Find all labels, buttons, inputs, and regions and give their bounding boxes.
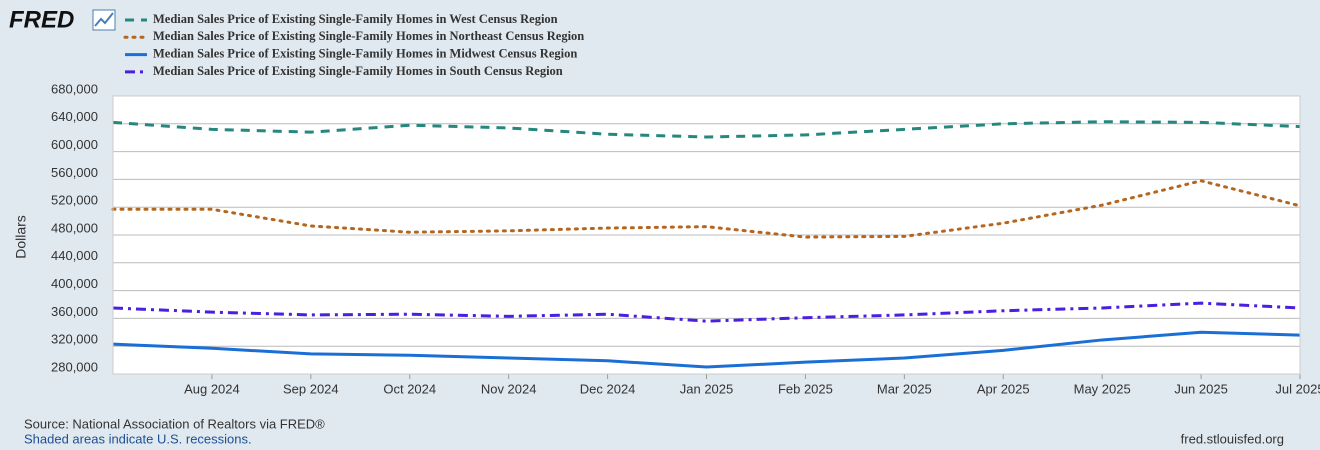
series-line bbox=[112, 301, 1301, 323]
x-tick-label: Dec 2024 bbox=[580, 381, 636, 396]
y-tick-label: 280,000 bbox=[51, 359, 98, 374]
x-tick-label: Aug 2024 bbox=[184, 381, 240, 396]
url: fred.stlouisfed.org bbox=[1181, 431, 1284, 446]
x-tick-label: Apr 2025 bbox=[977, 381, 1030, 396]
x-tick-label: Feb 2025 bbox=[778, 381, 833, 396]
y-tick-label: 560,000 bbox=[51, 165, 98, 180]
x-tick-label: Nov 2024 bbox=[481, 381, 537, 396]
y-tick-label: 360,000 bbox=[51, 304, 98, 319]
y-tick-label: 680,000 bbox=[51, 81, 98, 96]
series-line bbox=[111, 179, 1302, 239]
x-tick-label: Jul 2025 bbox=[1275, 381, 1320, 396]
y-tick-label: 320,000 bbox=[51, 332, 98, 347]
x-tick-label: Oct 2024 bbox=[383, 381, 436, 396]
x-tick-label: Jan 2025 bbox=[680, 381, 734, 396]
logo-icon bbox=[92, 9, 116, 31]
legend-label: Median Sales Price of Existing Single-Fa… bbox=[153, 29, 584, 43]
y-tick-label: 480,000 bbox=[51, 220, 98, 235]
y-tick-label: 600,000 bbox=[51, 137, 98, 152]
series-line bbox=[112, 330, 1301, 369]
source: Source: National Association of Realtors… bbox=[24, 416, 325, 431]
recession-note: Shaded areas indicate U.S. recessions. bbox=[24, 431, 252, 446]
y-tick-label: 520,000 bbox=[51, 193, 98, 208]
legend-label: Median Sales Price of Existing Single-Fa… bbox=[153, 46, 577, 60]
legend-label: Median Sales Price of Existing Single-Fa… bbox=[153, 64, 563, 78]
y-tick-label: 400,000 bbox=[51, 276, 98, 291]
y-axis-label: Dollars bbox=[13, 215, 29, 259]
series-line bbox=[112, 120, 1301, 139]
plot-border bbox=[112, 95, 1301, 375]
logo: FRED bbox=[9, 6, 74, 33]
y-tick-label: 640,000 bbox=[51, 109, 98, 124]
x-tick-label: Sep 2024 bbox=[283, 381, 339, 396]
x-tick-label: Jun 2025 bbox=[1174, 381, 1228, 396]
x-tick-label: May 2025 bbox=[1074, 381, 1131, 396]
x-tick-label: Mar 2025 bbox=[877, 381, 932, 396]
legend-label: Median Sales Price of Existing Single-Fa… bbox=[153, 12, 558, 26]
y-tick-label: 440,000 bbox=[51, 248, 98, 263]
